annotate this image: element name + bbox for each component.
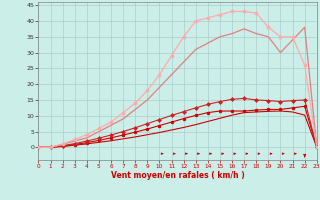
X-axis label: Vent moyen/en rafales ( km/h ): Vent moyen/en rafales ( km/h ) [111, 171, 244, 180]
